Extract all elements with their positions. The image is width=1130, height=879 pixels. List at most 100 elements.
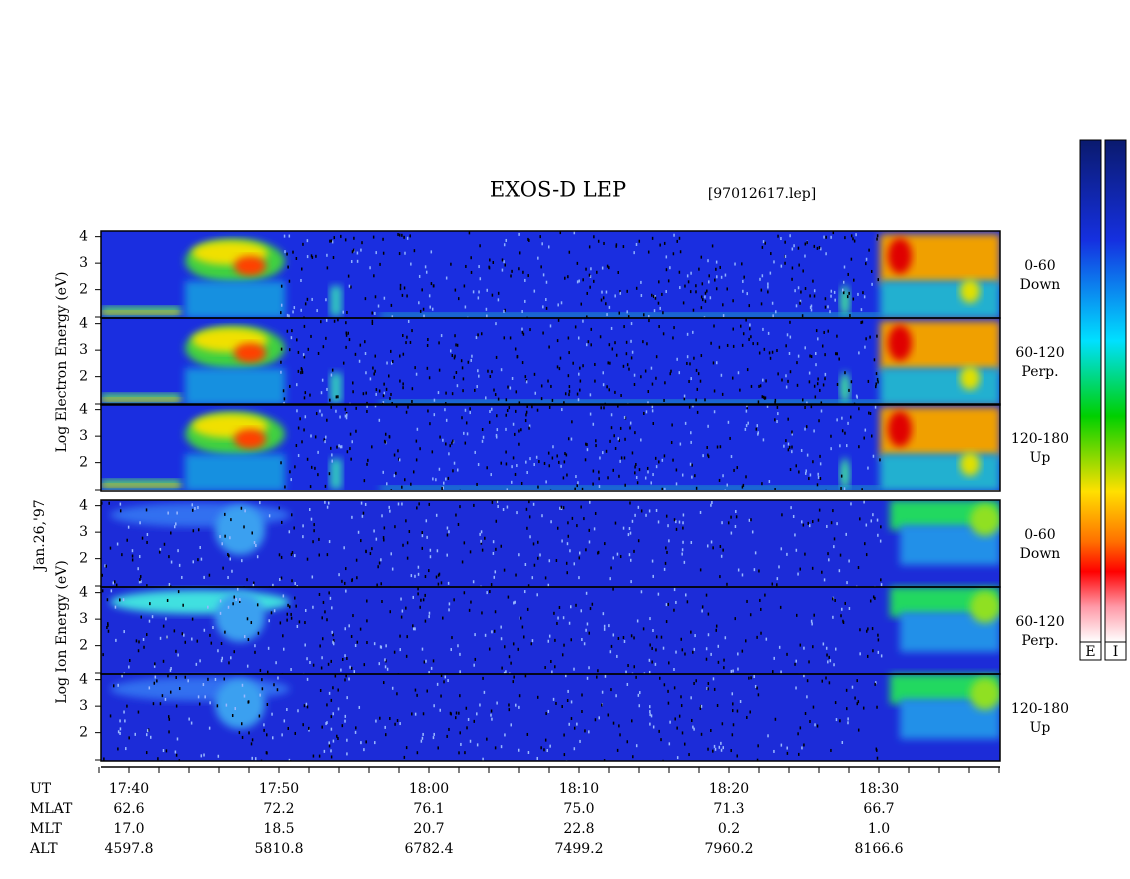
speck	[518, 429, 520, 433]
speck	[453, 375, 455, 379]
speck	[655, 355, 658, 359]
speck	[658, 729, 660, 733]
speck	[401, 485, 403, 489]
speck	[566, 542, 569, 546]
speck	[414, 688, 417, 692]
feature	[234, 343, 266, 363]
speck	[670, 369, 672, 373]
speck	[776, 577, 779, 581]
speck	[623, 639, 626, 643]
speck	[604, 542, 606, 546]
speck	[880, 583, 883, 587]
speck	[350, 457, 352, 461]
speck	[550, 384, 552, 388]
time-label: 18:10	[559, 781, 599, 797]
speck	[582, 364, 584, 368]
speck	[863, 500, 865, 504]
speck	[573, 562, 576, 566]
speck	[342, 310, 344, 314]
speck	[378, 418, 381, 422]
speck	[109, 714, 112, 718]
speck	[362, 392, 365, 396]
speck	[797, 286, 800, 290]
speck	[168, 583, 171, 587]
speck	[834, 647, 837, 651]
speck	[312, 540, 314, 544]
speck	[874, 596, 876, 600]
speck	[680, 695, 682, 699]
speck	[208, 726, 211, 730]
speck	[543, 461, 546, 465]
speck	[674, 717, 676, 721]
speck	[445, 276, 448, 280]
speck	[865, 337, 867, 341]
speck	[633, 549, 635, 553]
speck	[470, 358, 472, 362]
speck	[756, 758, 759, 761]
speck	[183, 633, 185, 637]
speck	[365, 391, 367, 395]
speck	[452, 469, 454, 473]
speck	[556, 526, 559, 530]
speck	[447, 581, 450, 585]
speck	[286, 329, 289, 333]
speck	[748, 337, 750, 341]
speck	[817, 472, 819, 476]
speck	[672, 458, 674, 462]
speck	[753, 568, 756, 572]
speck	[603, 624, 606, 628]
speck	[168, 717, 171, 721]
speck	[310, 517, 313, 521]
speck	[842, 280, 845, 284]
speck	[143, 645, 145, 649]
speck	[310, 434, 312, 438]
speck	[244, 509, 246, 513]
speck	[321, 378, 324, 382]
speck	[438, 572, 441, 576]
speck	[106, 625, 108, 629]
speck	[558, 367, 561, 371]
speck	[524, 375, 527, 379]
speck	[648, 509, 651, 513]
speck	[207, 605, 209, 609]
speck	[733, 468, 735, 472]
speck	[246, 578, 248, 582]
speck	[254, 757, 257, 761]
speck	[175, 522, 177, 526]
speck	[191, 508, 194, 512]
speck	[428, 615, 430, 619]
speck	[836, 522, 838, 526]
speck	[153, 681, 156, 685]
speck	[447, 476, 450, 480]
speck	[589, 274, 592, 278]
speck	[700, 354, 703, 358]
speck	[311, 575, 314, 579]
speck	[873, 358, 876, 362]
speck	[819, 454, 821, 458]
speck	[177, 549, 179, 553]
speck	[850, 380, 853, 384]
speck	[480, 332, 483, 336]
speck	[784, 240, 786, 244]
speck	[360, 539, 362, 543]
speck	[506, 409, 509, 413]
speck	[445, 391, 447, 395]
speck	[417, 572, 420, 576]
speck	[812, 460, 814, 464]
speck	[608, 624, 610, 628]
speck	[304, 643, 306, 647]
speck	[280, 461, 282, 465]
speck	[628, 367, 630, 371]
date: Jan.26,'97	[32, 499, 48, 572]
speck	[380, 558, 382, 562]
speck	[624, 483, 626, 487]
speck	[669, 266, 671, 270]
speck	[431, 307, 434, 311]
speck	[496, 428, 499, 432]
speck	[651, 409, 654, 413]
speck	[224, 630, 226, 634]
speck	[838, 357, 840, 361]
speck	[716, 361, 718, 365]
speck	[720, 554, 723, 558]
speck	[374, 404, 377, 408]
